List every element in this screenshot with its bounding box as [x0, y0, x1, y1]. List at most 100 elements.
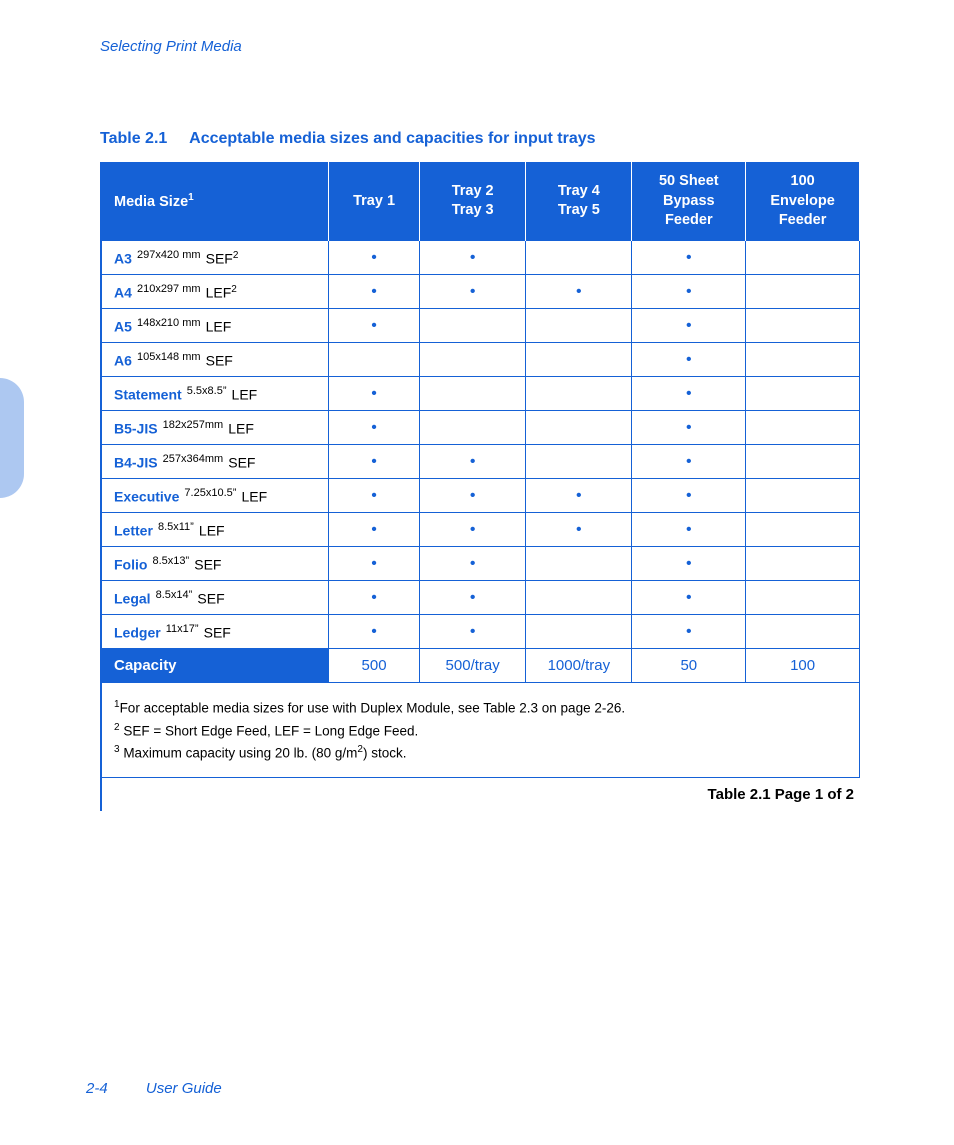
bullet-icon: • [371, 521, 377, 538]
bullet-icon: • [686, 453, 692, 470]
table-row: Ledger 11x17” SEF • • • [101, 615, 860, 649]
bullet-icon: • [470, 521, 476, 538]
media-dimensions: 297x420 mm [134, 249, 204, 261]
page-number: 2-4 [86, 1080, 108, 1097]
support-cell: • [420, 275, 526, 309]
support-cell: • [632, 275, 746, 309]
capacity-label: Capacity [101, 649, 329, 683]
support-cell [746, 411, 860, 445]
support-cell [746, 343, 860, 377]
feed-orientation: LEF [228, 421, 254, 437]
media-size-cell: B4-JIS 257x364mm SEF [101, 445, 329, 479]
bullet-icon: • [371, 283, 377, 300]
media-dimensions: 8.5x13” [149, 555, 192, 567]
support-cell [420, 309, 526, 343]
footnote-marker: 1 [114, 699, 120, 710]
support-cell [746, 547, 860, 581]
capacity-value: 100 [746, 649, 860, 683]
capacity-value: 1000/tray [526, 649, 632, 683]
table-row: A3 297x420 mm SEF2••• [101, 241, 860, 275]
media-size-cell: Letter 8.5x11” LEF [101, 513, 329, 547]
feed-orientation: SEF [197, 591, 224, 607]
page-content: Table 2.1 Acceptable media sizes and cap… [100, 130, 860, 811]
support-cell [746, 445, 860, 479]
feed-orientation: LEF [206, 285, 232, 301]
support-cell: • [632, 377, 746, 411]
feed-orientation: LEF [232, 387, 258, 403]
bullet-icon: • [686, 283, 692, 300]
table-row: A4 210x297 mm LEF2•••• [101, 275, 860, 309]
feed-orientation: SEF [206, 250, 233, 266]
support-cell [746, 275, 860, 309]
bullet-icon: • [686, 419, 692, 436]
column-header: Tray 1 [329, 162, 420, 241]
table-row: Letter 8.5x11” LEF • • • • [101, 513, 860, 547]
capacity-value: 500 [329, 649, 420, 683]
capacity-row: Capacity500500/tray1000/tray50100 [101, 649, 860, 683]
table-row: A5 148x210 mm LEF•• [101, 309, 860, 343]
support-cell: • [329, 411, 420, 445]
table-row: B4-JIS 257x364mm SEF••• [101, 445, 860, 479]
table-row: Folio 8.5x13” SEF••• [101, 547, 860, 581]
bullet-icon: • [686, 555, 692, 572]
support-cell: • [632, 615, 746, 649]
support-cell: • [329, 275, 420, 309]
column-header: Tray 4Tray 5 [526, 162, 632, 241]
support-cell: • [329, 513, 420, 547]
bullet-icon: • [470, 623, 476, 640]
bullet-icon: • [470, 249, 476, 266]
column-header: Media Size1 [101, 162, 329, 241]
bullet-icon: • [576, 521, 582, 538]
footnote: 2 SEF = Short Edge Feed, LEF = Long Edge… [114, 722, 847, 739]
media-size-cell: A6 105x148 mm SEF [101, 343, 329, 377]
feed-orientation: SEF [204, 625, 231, 641]
media-size-cell: B5-JIS 182x257mm LEF [101, 411, 329, 445]
support-cell [526, 547, 632, 581]
feed-orientation: LEF [241, 489, 267, 505]
table-row: Legal 8.5x14” SEF••• [101, 581, 860, 615]
media-size-cell: Folio 8.5x13” SEF [101, 547, 329, 581]
footnote-inline-sup: 2 [357, 744, 363, 755]
support-cell [420, 411, 526, 445]
capacity-value: 50 [632, 649, 746, 683]
bullet-icon: • [470, 453, 476, 470]
feed-orientation: SEF [194, 557, 221, 573]
media-dimensions: 5.5x8.5” [184, 385, 230, 397]
bullet-icon: • [371, 487, 377, 504]
support-cell: • [329, 377, 420, 411]
bullet-icon: • [686, 521, 692, 538]
footnote: 1For acceptable media sizes for use with… [114, 699, 847, 716]
support-cell [746, 377, 860, 411]
support-cell [746, 309, 860, 343]
bullet-icon: • [371, 623, 377, 640]
header-footnote-ref: 1 [188, 192, 194, 203]
bullet-icon: • [576, 487, 582, 504]
support-cell: • [632, 581, 746, 615]
table-page-indicator: Table 2.1 Page 1 of 2 [100, 778, 860, 811]
table-header: Media Size1Tray 1Tray 2Tray 3Tray 4Tray … [101, 162, 860, 241]
table-number: Table 2.1 [100, 130, 167, 147]
bullet-icon: • [470, 283, 476, 300]
media-size-cell: Statement 5.5x8.5” LEF [101, 377, 329, 411]
media-size-table: Media Size1Tray 1Tray 2Tray 3Tray 4Tray … [100, 162, 860, 683]
media-name: A3 [114, 250, 132, 266]
media-dimensions: 11x17” [163, 623, 202, 635]
media-size-cell: Executive 7.25x10.5” LEF [101, 479, 329, 513]
media-name: Ledger [114, 625, 161, 641]
footnote: 3 Maximum capacity using 20 lb. (80 g/m2… [114, 744, 847, 761]
support-cell: • [420, 615, 526, 649]
media-name: B4-JIS [114, 455, 158, 471]
bullet-icon: • [371, 555, 377, 572]
feed-orientation: LEF [206, 319, 232, 335]
support-cell [746, 513, 860, 547]
table-row: B5-JIS 182x257mm LEF•• [101, 411, 860, 445]
media-name: Letter [114, 523, 153, 539]
support-cell: • [420, 581, 526, 615]
support-cell [420, 377, 526, 411]
support-cell [526, 615, 632, 649]
support-cell: • [329, 479, 420, 513]
capacity-value: 500/tray [420, 649, 526, 683]
bullet-icon: • [576, 283, 582, 300]
support-cell [746, 581, 860, 615]
page-footer: 2-4 User Guide [86, 1080, 222, 1097]
